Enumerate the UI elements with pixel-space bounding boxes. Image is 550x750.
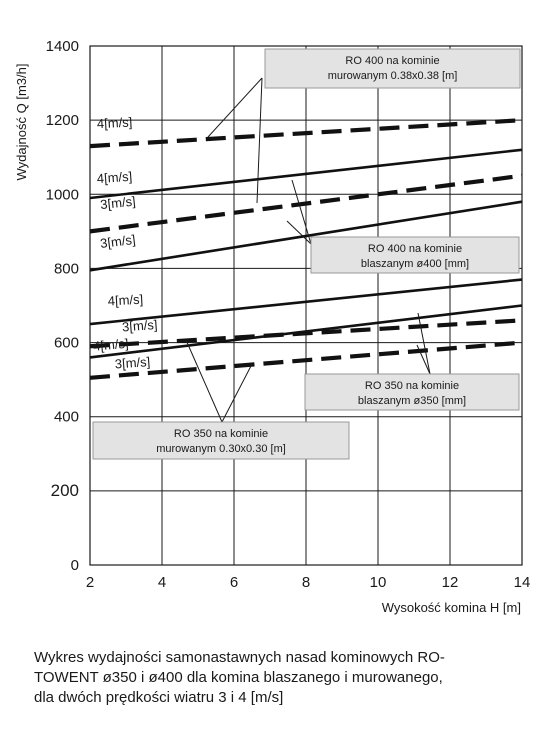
y-tick-label: 1400: [46, 38, 79, 55]
series-line-dashed: [89, 318, 523, 349]
annotation-leader-line: [221, 363, 253, 423]
y-tick-label: 200: [51, 481, 79, 500]
annotations: RO 400 na kominie murowanym 0.38x0.38 [m]…: [92, 48, 521, 460]
x-tick-label: 6: [230, 574, 238, 591]
series-label: 4[m/s]: [96, 169, 132, 186]
annotation-text: murowanym 0.30x0.30 [m]: [156, 443, 286, 455]
series-line-solid: [89, 278, 523, 326]
y-tick-label: 800: [54, 260, 79, 277]
series-label: 3[m/s]: [99, 232, 136, 251]
x-tick-label: 10: [370, 574, 387, 591]
x-tick-label: 2: [86, 574, 94, 591]
x-tick-label: 14: [514, 574, 531, 591]
y-tick-label: 400: [54, 409, 79, 426]
annotation-leader-line: [416, 344, 431, 375]
annotation-box: [264, 48, 521, 89]
series-label: 4[m/s]: [97, 114, 133, 131]
figure-caption: Wykres wydajności samonastawnych nasad k…: [34, 648, 534, 708]
annotation-text: RO 400 na kominie: [368, 243, 462, 255]
caption-line: dla dwóch prędkości wiatru 3 i 4 [m/s]: [34, 689, 284, 706]
x-axis-label: Wysokość komina H [m]: [382, 600, 521, 615]
x-tick-label: 12: [442, 574, 459, 591]
annotation-leader-line: [256, 77, 263, 204]
tick-labels: 2 4 6 8 10 12 14 0 200 400 600 800 1000 1200 1400: [46, 38, 531, 591]
x-tick-label: 4: [158, 574, 166, 591]
annotation-text: blaszanym ø400 [mm]: [361, 258, 469, 270]
series-line-solid: [89, 148, 523, 200]
caption-line: Wykres wydajności samonastawnych nasad k…: [34, 649, 445, 666]
annotation-leader-line: [185, 339, 223, 423]
series-label: 3[m/s]: [100, 193, 137, 212]
y-tick-label: 1200: [46, 112, 79, 129]
y-tick-label: 0: [71, 557, 79, 574]
series-label: 4[m/s]: [107, 292, 143, 309]
y-axis-label: Wydajność Q [m3/h]: [14, 64, 29, 181]
annotation-box: [92, 421, 350, 460]
annotation-text: blaszanym ø350 [mm]: [358, 395, 466, 407]
chart: 4[m/s]4[m/s]3[m/s]3[m/s]4[m/s]3[m/s]4[m/…: [14, 38, 531, 615]
series-line-dashed: [89, 118, 523, 149]
caption-line: TOWENT ø350 i ø400 dla komina blaszanego…: [34, 669, 443, 686]
annotation-text: murowanym 0.38x0.38 [m]: [328, 70, 458, 82]
annotation-leader-line: [207, 77, 263, 138]
annotation-box: [310, 236, 520, 274]
annotation-leader-line: [291, 179, 312, 245]
series-label: 4[m/s]: [93, 336, 130, 354]
series-line-solid: [89, 304, 523, 359]
annotation-box: [304, 373, 520, 411]
x-tick-label: 8: [302, 574, 310, 591]
series-label: 3[m/s]: [122, 317, 158, 334]
series-line-dashed: [89, 173, 523, 234]
series-lines: 4[m/s]4[m/s]3[m/s]3[m/s]4[m/s]3[m/s]4[m/…: [89, 114, 523, 380]
series-label: 3[m/s]: [114, 354, 150, 371]
annotation-leader-line: [417, 312, 431, 375]
annotation-leader-line: [286, 220, 312, 245]
series-line-dashed: [89, 340, 523, 380]
y-tick-label: 1000: [46, 186, 79, 203]
series-line-solid: [89, 200, 523, 272]
annotation-text: RO 350 na kominie: [174, 428, 268, 440]
annotation-text: RO 400 na kominie: [345, 55, 439, 67]
annotation-text: RO 350 na kominie: [365, 380, 459, 392]
y-tick-label: 600: [54, 335, 79, 352]
